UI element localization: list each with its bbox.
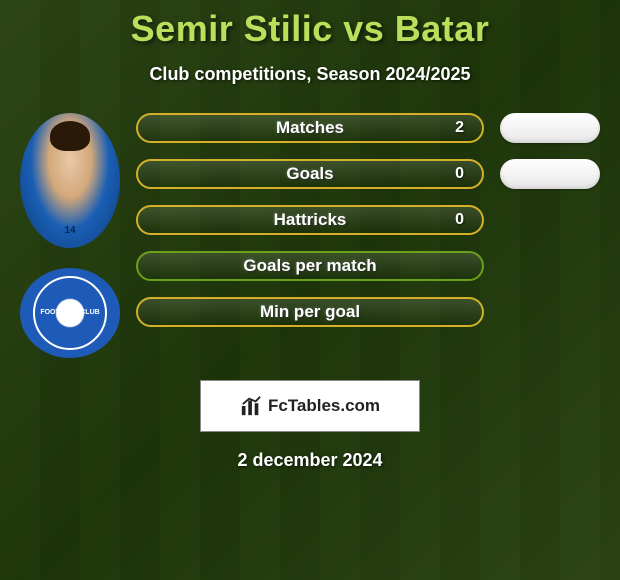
- page-title: Semir Stilic vs Batar: [0, 0, 620, 50]
- stat-label: Matches: [276, 118, 344, 138]
- opponent-pill: [500, 113, 600, 143]
- stat-bar: Goals per match: [136, 251, 484, 281]
- stat-value: 0: [455, 211, 464, 229]
- brand-badge: FcTables.com: [200, 380, 420, 432]
- comparison-row: FOOTBALL CLUB Matches2Goals0Hattricks0Go…: [0, 113, 620, 358]
- date-text: 2 december 2024: [0, 450, 620, 471]
- brand-text: FcTables.com: [268, 396, 380, 416]
- stat-bar: Goals 0: [136, 159, 484, 189]
- opponent-pill: [500, 159, 600, 189]
- stat-label: Hattricks: [274, 210, 347, 230]
- stats-col: Matches 2 Goals 0 Hattricks 0 Goals per match M…: [130, 113, 490, 327]
- player-avatar: [20, 113, 120, 248]
- subtitle: Club competitions, Season 2024/2025: [0, 64, 620, 85]
- stat-value: 2: [455, 119, 464, 137]
- club-badge-text: FOOTBALL CLUB: [40, 309, 99, 317]
- club-badge: FOOTBALL CLUB: [20, 268, 120, 358]
- stat-label: Min per goal: [260, 302, 360, 322]
- stat-bar: Hattricks 0: [136, 205, 484, 235]
- stat-bar: Min per goal: [136, 297, 484, 327]
- stat-bar: Matches 2: [136, 113, 484, 143]
- stat-value: 0: [455, 165, 464, 183]
- opponent-col: [490, 113, 610, 327]
- chart-icon: [240, 395, 262, 417]
- stat-label: Goals per match: [243, 256, 376, 276]
- stat-label: Goals: [286, 164, 333, 184]
- player-col: FOOTBALL CLUB: [10, 113, 130, 358]
